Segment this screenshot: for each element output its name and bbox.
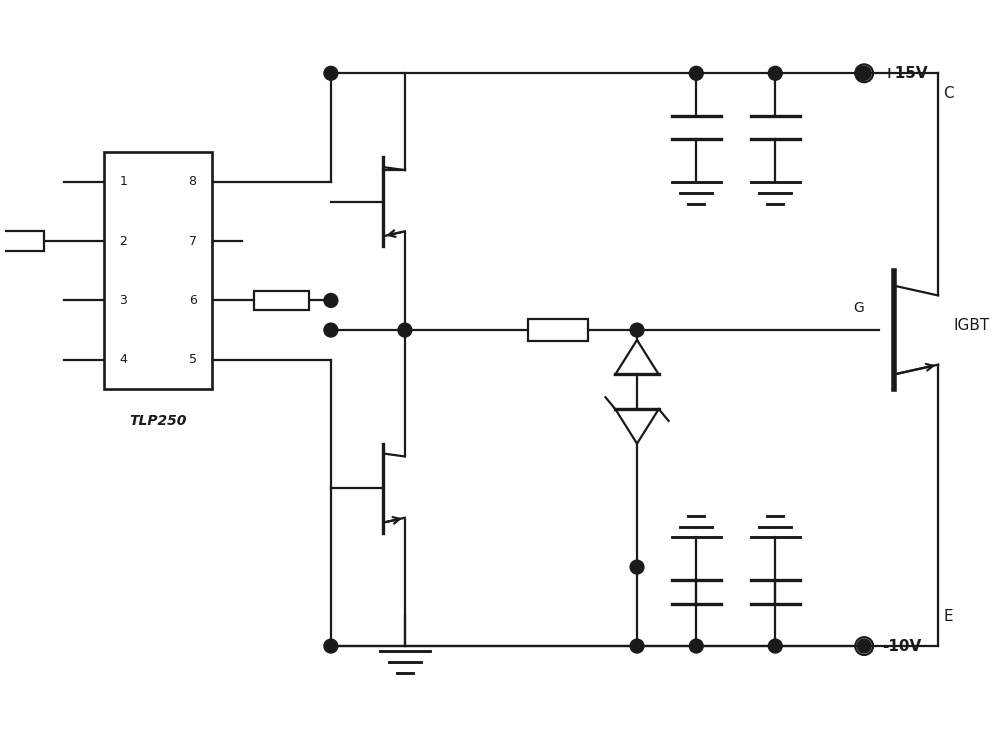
Text: 2: 2 — [120, 234, 127, 248]
Text: 6: 6 — [189, 294, 197, 307]
Text: 8: 8 — [189, 175, 197, 189]
Text: +15V: +15V — [882, 66, 928, 81]
Text: 7: 7 — [189, 234, 197, 248]
Circle shape — [630, 639, 644, 653]
Circle shape — [324, 639, 338, 653]
Circle shape — [768, 639, 782, 653]
Circle shape — [768, 67, 782, 80]
Text: G: G — [853, 301, 864, 315]
Circle shape — [324, 294, 338, 307]
Circle shape — [857, 67, 871, 80]
Circle shape — [630, 323, 644, 337]
Text: C: C — [943, 85, 954, 100]
Circle shape — [689, 639, 703, 653]
Text: 4: 4 — [120, 354, 127, 366]
Text: TLP250: TLP250 — [129, 414, 187, 428]
Circle shape — [324, 67, 338, 80]
Text: E: E — [943, 609, 953, 624]
Circle shape — [689, 67, 703, 80]
Text: 3: 3 — [120, 294, 127, 307]
Circle shape — [630, 560, 644, 574]
Bar — [528, 319, 588, 341]
Text: 1: 1 — [120, 175, 127, 189]
Circle shape — [856, 67, 870, 80]
Bar — [104, 152, 212, 389]
Circle shape — [857, 639, 871, 653]
Text: 5: 5 — [189, 354, 197, 366]
Circle shape — [324, 323, 338, 337]
Bar — [254, 291, 309, 310]
Text: IGBT: IGBT — [953, 318, 989, 333]
Text: -10V: -10V — [882, 639, 921, 654]
Circle shape — [398, 323, 412, 337]
Bar — [0, 231, 44, 251]
